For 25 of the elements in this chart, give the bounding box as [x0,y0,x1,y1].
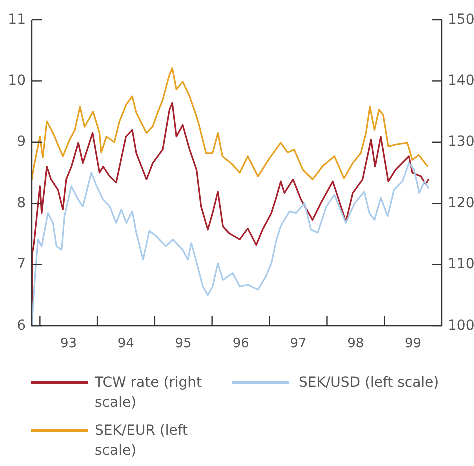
y2-tick-label: 150 [448,12,474,28]
x-tick-label: 97 [290,336,307,352]
y-tick-label: 11 [8,12,26,28]
y2-tick-label: 100 [448,318,474,334]
y2-tick-label: 140 [448,73,474,90]
x-tick-label: 96 [232,336,250,352]
y-tick-label: 7 [17,256,26,273]
line-series [31,102,430,327]
legend-label: SEK/USD (left scale) [299,374,440,391]
y2-tick-label: 130 [448,134,474,150]
x-tick-label: 95 [175,336,192,352]
x-tick-label: 94 [118,336,134,352]
x-tick-label: 99 [404,336,422,352]
y-tick-label: 6 [17,318,26,334]
line-series [31,68,428,181]
x-tick-label: 98 [348,336,364,352]
y-tick-label: 8 [17,195,26,212]
legend-label: TCW rate (right scale) [94,374,203,411]
legend-label: SEK/EUR (left scale) [95,422,189,459]
y-tick-label: 9 [17,134,26,150]
line-series [31,162,430,327]
y-tick-label: 10 [8,73,26,90]
y2-tick-label: 110 [448,256,474,273]
y2-tick-label: 120 [448,195,474,212]
x-tick-label: 93 [60,336,78,352]
